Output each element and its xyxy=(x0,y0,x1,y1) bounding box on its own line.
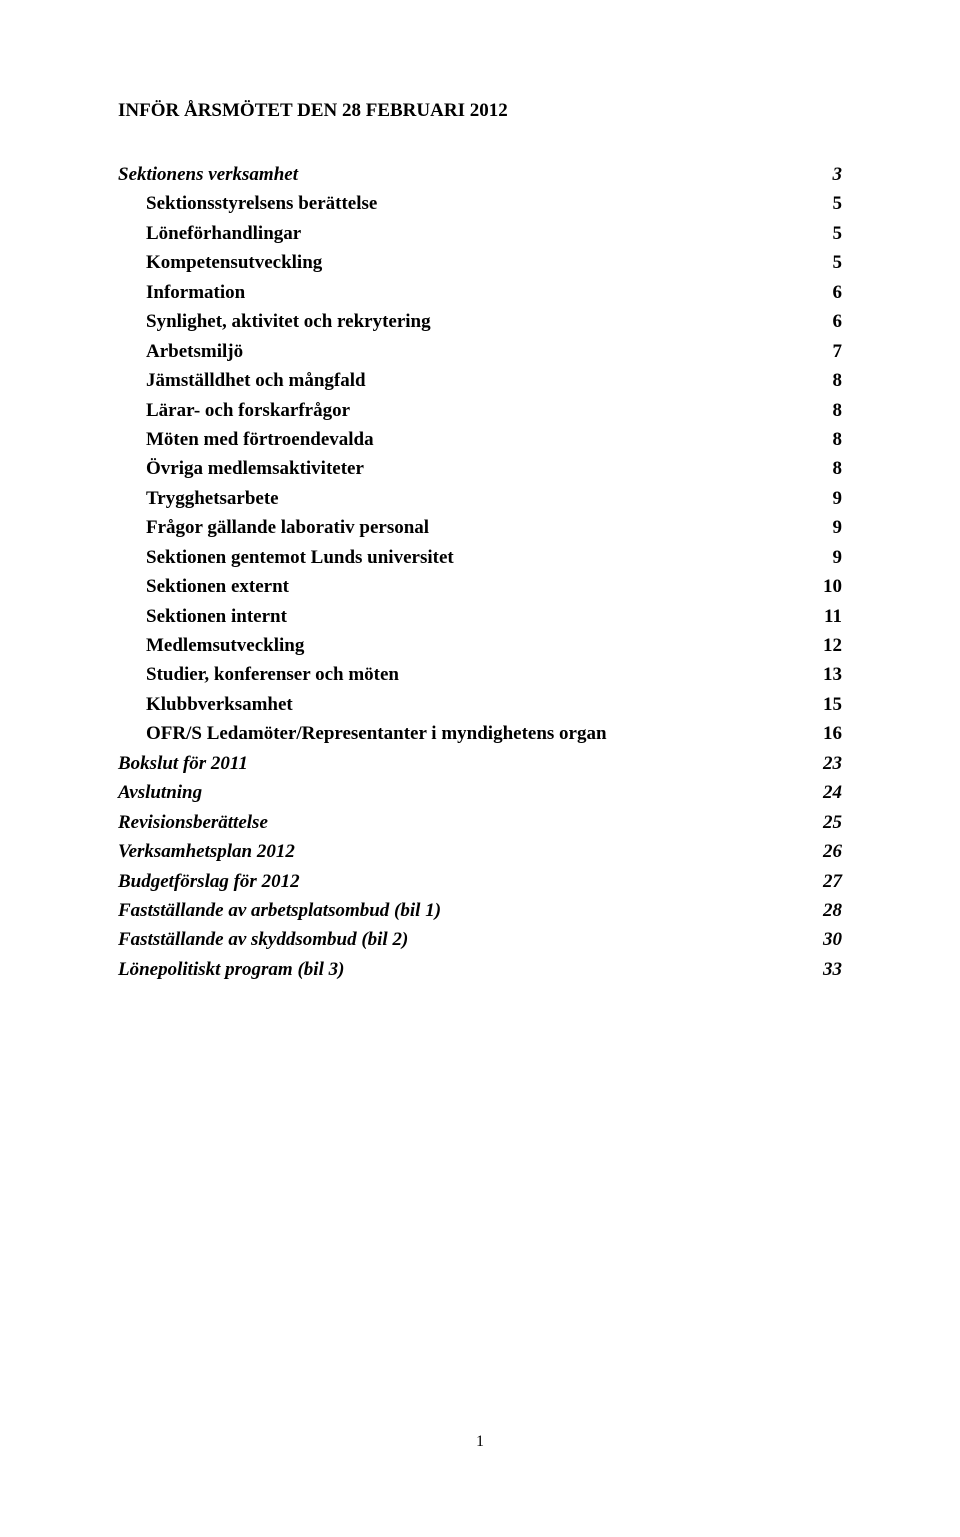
toc-label: Jämställdhet och mångfald xyxy=(146,366,366,395)
toc-label: OFR/S Ledamöter/Representanter i myndigh… xyxy=(146,719,607,748)
toc-page: 12 xyxy=(812,631,842,660)
toc-row: Sektionen externt 10 xyxy=(118,572,842,601)
toc-label: Studier, konferenser och möten xyxy=(146,660,399,689)
toc-row: Information 6 xyxy=(118,278,842,307)
page-number: 1 xyxy=(0,1433,960,1451)
toc-label: Medlemsutveckling xyxy=(146,631,304,660)
toc-page: 9 xyxy=(812,543,842,572)
toc-label: Fastställande av skyddsombud (bil 2) xyxy=(118,925,408,954)
toc-label: Frågor gällande laborativ personal xyxy=(146,513,429,542)
toc-label: Bokslut för 2011 xyxy=(118,749,248,778)
toc-row: Övriga medlemsaktiviteter 8 xyxy=(118,454,842,483)
toc-row: Bokslut för 2011 23 xyxy=(118,749,842,778)
toc-row: Sektionens verksamhet 3 xyxy=(118,160,842,189)
toc-page: 24 xyxy=(812,778,842,807)
toc-label: Kompetensutveckling xyxy=(146,248,322,277)
toc-label: Sektionen externt xyxy=(146,572,289,601)
toc-page: 3 xyxy=(812,160,842,189)
toc-row: Fastställande av arbetsplatsombud (bil 1… xyxy=(118,896,842,925)
toc-page: 16 xyxy=(812,719,842,748)
toc-page: 8 xyxy=(812,366,842,395)
toc-row: Klubbverksamhet 15 xyxy=(118,690,842,719)
toc-row: Avslutning 24 xyxy=(118,778,842,807)
toc-row: Jämställdhet och mångfald 8 xyxy=(118,366,842,395)
toc-label: Synlighet, aktivitet och rekrytering xyxy=(146,307,431,336)
document-title: INFÖR ÅRSMÖTET DEN 28 FEBRUARI 2012 xyxy=(118,100,842,122)
toc-row: Medlemsutveckling 12 xyxy=(118,631,842,660)
toc-label: Sektionsstyrelsens berättelse xyxy=(146,189,377,218)
toc-row: Verksamhetsplan 2012 26 xyxy=(118,837,842,866)
toc-label: Möten med förtroendevalda xyxy=(146,425,374,454)
toc-row: Sektionen gentemot Lunds universitet 9 xyxy=(118,543,842,572)
toc-label: Sektionen internt xyxy=(146,602,287,631)
toc-row: Löneförhandlingar 5 xyxy=(118,219,842,248)
toc-page: 30 xyxy=(812,925,842,954)
toc-page: 8 xyxy=(812,396,842,425)
toc-label: Löneförhandlingar xyxy=(146,219,301,248)
toc-page: 9 xyxy=(812,513,842,542)
toc-label: Revisionsberättelse xyxy=(118,808,268,837)
toc-label: Avslutning xyxy=(118,778,202,807)
toc-page: 8 xyxy=(812,425,842,454)
toc-label: Sektionens verksamhet xyxy=(118,160,298,189)
toc-row: Frågor gällande laborativ personal 9 xyxy=(118,513,842,542)
toc-page: 23 xyxy=(812,749,842,778)
toc-page: 27 xyxy=(812,867,842,896)
toc-label: Klubbverksamhet xyxy=(146,690,293,719)
toc-label: Information xyxy=(146,278,245,307)
toc-row: Budgetförslag för 2012 27 xyxy=(118,867,842,896)
toc-label: Lönepolitiskt program (bil 3) xyxy=(118,955,344,984)
toc-page: 6 xyxy=(812,307,842,336)
toc-label: Trygghetsarbete xyxy=(146,484,279,513)
toc-page: 7 xyxy=(812,337,842,366)
toc-label: Arbetsmiljö xyxy=(146,337,243,366)
toc-page: 5 xyxy=(812,219,842,248)
toc-row: Kompetensutveckling 5 xyxy=(118,248,842,277)
toc-row: Revisionsberättelse 25 xyxy=(118,808,842,837)
toc-page: 6 xyxy=(812,278,842,307)
toc-row: Sektionsstyrelsens berättelse 5 xyxy=(118,189,842,218)
toc-page: 28 xyxy=(812,896,842,925)
table-of-contents: Sektionens verksamhet3Sektionsstyrelsens… xyxy=(118,160,842,984)
toc-label: Övriga medlemsaktiviteter xyxy=(146,454,364,483)
toc-row: Lönepolitiskt program (bil 3) 33 xyxy=(118,955,842,984)
toc-page: 15 xyxy=(812,690,842,719)
toc-page: 5 xyxy=(812,248,842,277)
toc-row: Synlighet, aktivitet och rekrytering 6 xyxy=(118,307,842,336)
toc-row: Möten med förtroendevalda 8 xyxy=(118,425,842,454)
toc-row: Studier, konferenser och möten 13 xyxy=(118,660,842,689)
toc-label: Budgetförslag för 2012 xyxy=(118,867,300,896)
toc-page: 33 xyxy=(812,955,842,984)
toc-label: Verksamhetsplan 2012 xyxy=(118,837,295,866)
toc-label: Sektionen gentemot Lunds universitet xyxy=(146,543,454,572)
toc-row: Lärar- och forskarfrågor 8 xyxy=(118,396,842,425)
toc-page: 9 xyxy=(812,484,842,513)
toc-page: 25 xyxy=(812,808,842,837)
toc-label: Lärar- och forskarfrågor xyxy=(146,396,350,425)
toc-page: 26 xyxy=(812,837,842,866)
toc-row: Sektionen internt 11 xyxy=(118,602,842,631)
toc-page: 10 xyxy=(812,572,842,601)
toc-label: Fastställande av arbetsplatsombud (bil 1… xyxy=(118,896,441,925)
toc-row: OFR/S Ledamöter/Representanter i myndigh… xyxy=(118,719,842,748)
toc-row: Fastställande av skyddsombud (bil 2) 30 xyxy=(118,925,842,954)
toc-page: 11 xyxy=(812,602,842,631)
toc-page: 8 xyxy=(812,454,842,483)
toc-page: 5 xyxy=(812,189,842,218)
toc-row: Arbetsmiljö 7 xyxy=(118,337,842,366)
toc-row: Trygghetsarbete 9 xyxy=(118,484,842,513)
toc-page: 13 xyxy=(812,660,842,689)
